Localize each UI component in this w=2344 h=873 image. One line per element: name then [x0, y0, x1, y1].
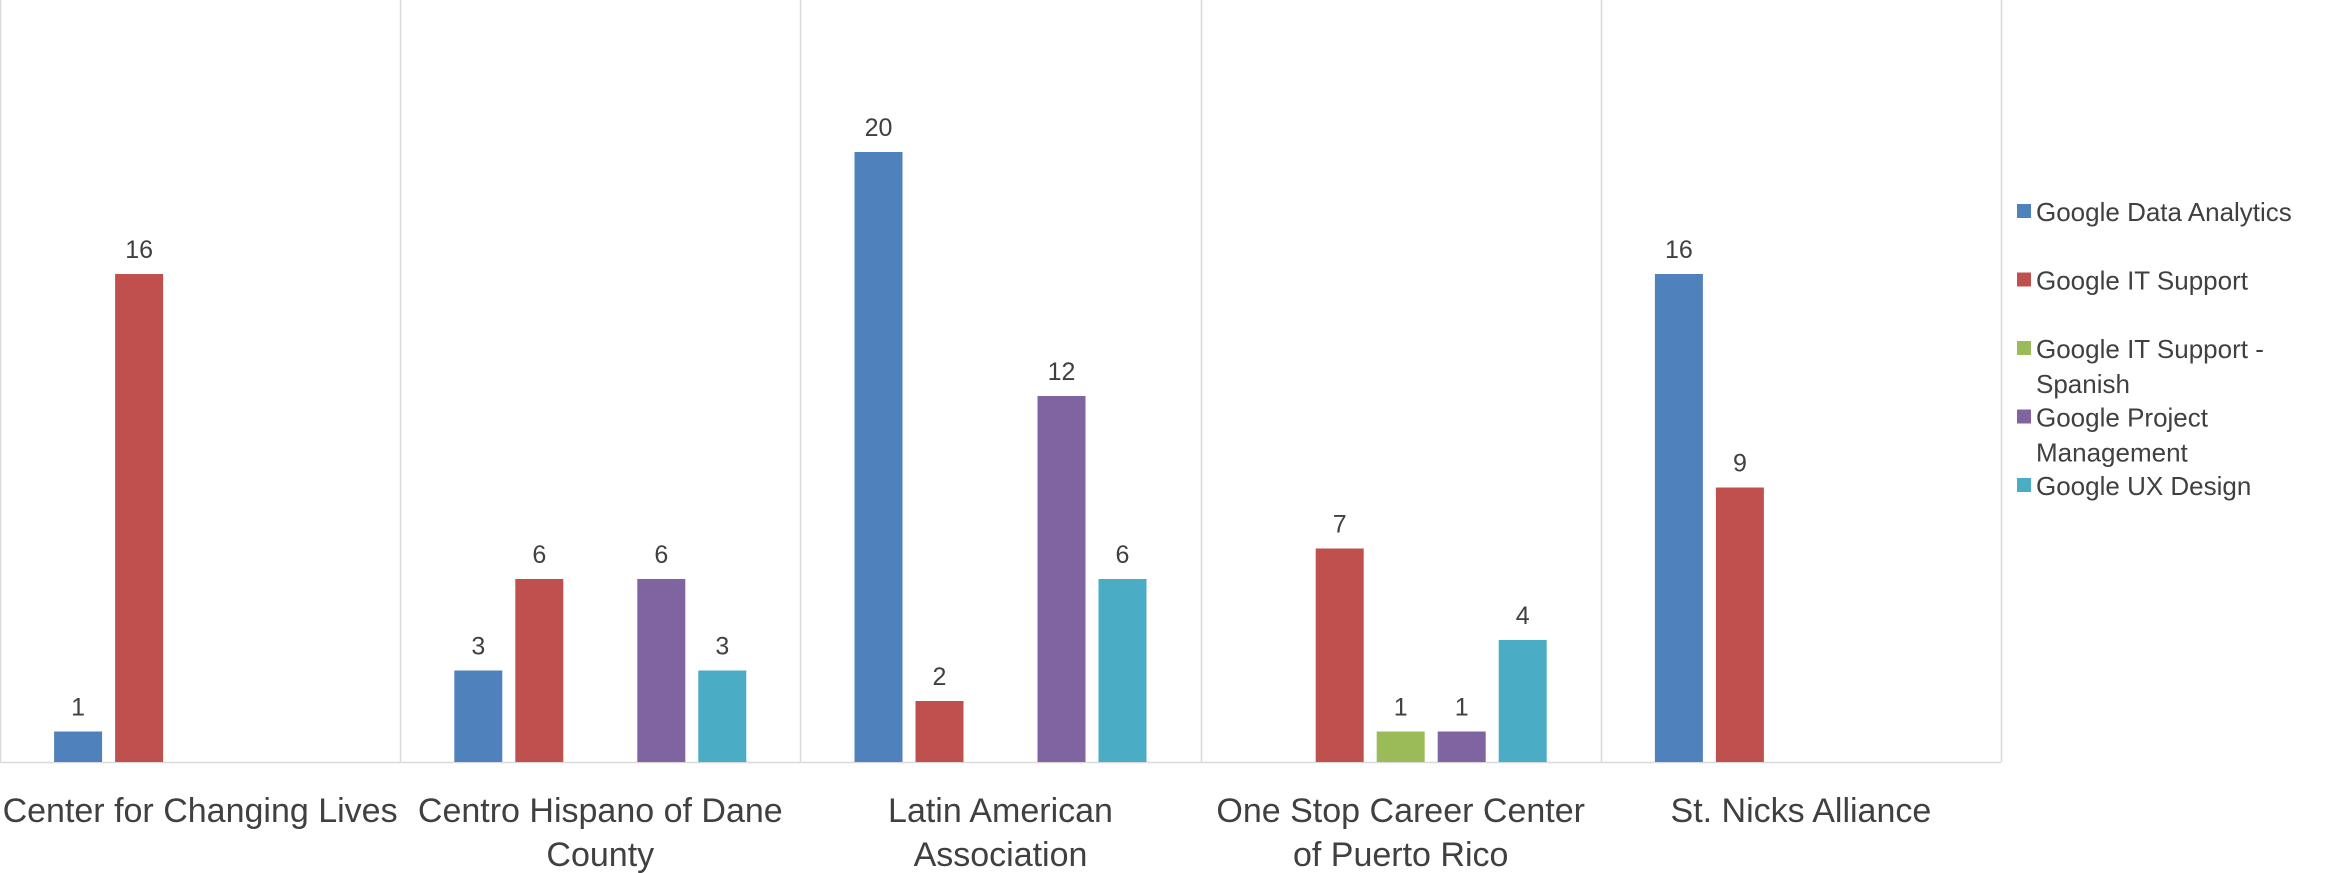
bar: [1376, 731, 1425, 762]
bar: [854, 152, 903, 762]
category-label: St. Nicks Alliance: [1671, 792, 1932, 830]
data-label: 3: [715, 633, 729, 661]
legend-swatch: [2017, 478, 2031, 492]
legend-swatch: [2017, 341, 2031, 355]
category-label: One Stop Career Center: [1216, 792, 1585, 830]
legend-label: Management: [2036, 438, 2189, 468]
data-label: 20: [865, 114, 893, 142]
legend-swatch: [2017, 204, 2031, 218]
legend-label: Google Project: [2036, 403, 2209, 433]
category-label: Centro Hispano of Dane: [418, 792, 783, 830]
bar: [454, 670, 503, 762]
data-label: 6: [532, 541, 546, 569]
data-label: 16: [1665, 236, 1693, 264]
bar: [115, 274, 164, 762]
bar: [698, 670, 747, 762]
category-label: Association: [914, 836, 1088, 873]
bar: [1715, 487, 1764, 762]
bar: [1037, 396, 1086, 762]
category-label: of Puerto Rico: [1293, 836, 1508, 873]
data-label: 1: [1394, 694, 1408, 722]
data-label: 7: [1333, 511, 1347, 539]
data-label: 16: [125, 236, 153, 264]
data-label: 1: [71, 694, 85, 722]
legend-label: Google IT Support -: [2036, 334, 2264, 364]
data-label: 6: [1116, 541, 1130, 569]
data-label: 12: [1048, 358, 1076, 386]
data-label: 4: [1516, 602, 1530, 630]
bar: [1098, 579, 1147, 762]
bar: [1437, 731, 1486, 762]
category-label: Center for Changing Lives: [3, 792, 398, 830]
bar: [637, 579, 686, 762]
category-label: County: [546, 836, 654, 873]
legend: Google Data Analytics Google IT Support Go…: [2017, 197, 2292, 501]
legend-label: Spanish: [2036, 369, 2130, 399]
bar: [515, 579, 564, 762]
data-label: 9: [1733, 450, 1747, 478]
bar: [1498, 640, 1547, 762]
data-label: 2: [933, 663, 947, 691]
data-label: 1: [1455, 694, 1469, 722]
bar: [54, 731, 103, 762]
data-label: 3: [471, 633, 485, 661]
legend-label: Google UX Design: [2036, 471, 2251, 501]
legend-swatch: [2017, 272, 2031, 287]
category-label: Latin American: [888, 792, 1113, 830]
bar: [1315, 548, 1364, 762]
bar: [1654, 274, 1703, 762]
legend-swatch: [2017, 409, 2031, 424]
bar: [915, 701, 964, 762]
legend-label: Google IT Support: [2036, 266, 2249, 296]
data-label: 6: [654, 541, 668, 569]
legend-label: Google Data Analytics: [2036, 197, 2292, 227]
